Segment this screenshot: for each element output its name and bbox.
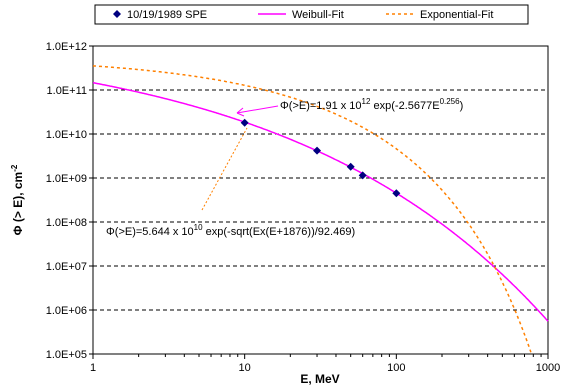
annotation-text: Φ(>E)=5.644 x 10 <box>106 226 194 238</box>
annotation-text: Φ(>E)=1.91 x 10 <box>280 100 362 112</box>
annotation-weibull-equation: Φ(>E)=1.91 x 1012 exp(-2.5677E0.256) <box>280 97 463 112</box>
annotation-exponential-equation: Φ(>E)=5.644 x 1010 exp(-sqrt(Ex(E+1876))… <box>106 223 355 238</box>
y-axis-title-text: Φ (> E), cm <box>11 172 25 236</box>
y-tick-label: 1.0E+09 <box>46 173 87 185</box>
x-tick-label: 100 <box>387 362 405 374</box>
x-tick-label: 1 <box>90 362 96 374</box>
x-axis-ticks: 1 10 100 1000 <box>90 354 560 374</box>
legend: 10/19/1989 SPE Weibull-Fit Exponential-F… <box>95 5 528 24</box>
annotation-text: ) <box>460 100 464 112</box>
y-axis-title-superscript: -2 <box>10 164 19 172</box>
y-tick-label: 1.0E+08 <box>46 217 87 229</box>
y-tick-label: 1.0E+05 <box>46 349 87 361</box>
x-tick-label: 10 <box>239 362 251 374</box>
plot-area <box>93 46 548 354</box>
legend-label-weibull: Weibull-Fit <box>292 9 344 21</box>
y-tick-label: 1.0E+06 <box>46 305 87 317</box>
y-tick-label: 1.0E+07 <box>46 261 87 273</box>
y-tick-label: 1.0E+10 <box>46 129 87 141</box>
y-axis-ticks: 1.0E+05 1.0E+06 1.0E+07 1.0E+08 1.0E+09 1.0E+… <box>46 41 93 361</box>
y-axis-title: Φ (> E), cm-2 <box>10 164 25 235</box>
legend-label-exponential: Exponential-Fit <box>420 9 493 21</box>
x-tick-label: 1000 <box>536 362 560 374</box>
annotation-superscript: 0.256 <box>440 97 461 106</box>
annotation-text: exp(-2.5677E <box>370 100 439 112</box>
x-axis-title: E, MeV <box>300 372 339 386</box>
legend-label-spe: 10/19/1989 SPE <box>127 9 207 21</box>
y-tick-label: 1.0E+11 <box>47 85 87 97</box>
annotation-text: exp(-sqrt(Ex(E+1876))/92.469) <box>203 226 356 238</box>
y-tick-label: 1.0E+12 <box>46 41 87 53</box>
